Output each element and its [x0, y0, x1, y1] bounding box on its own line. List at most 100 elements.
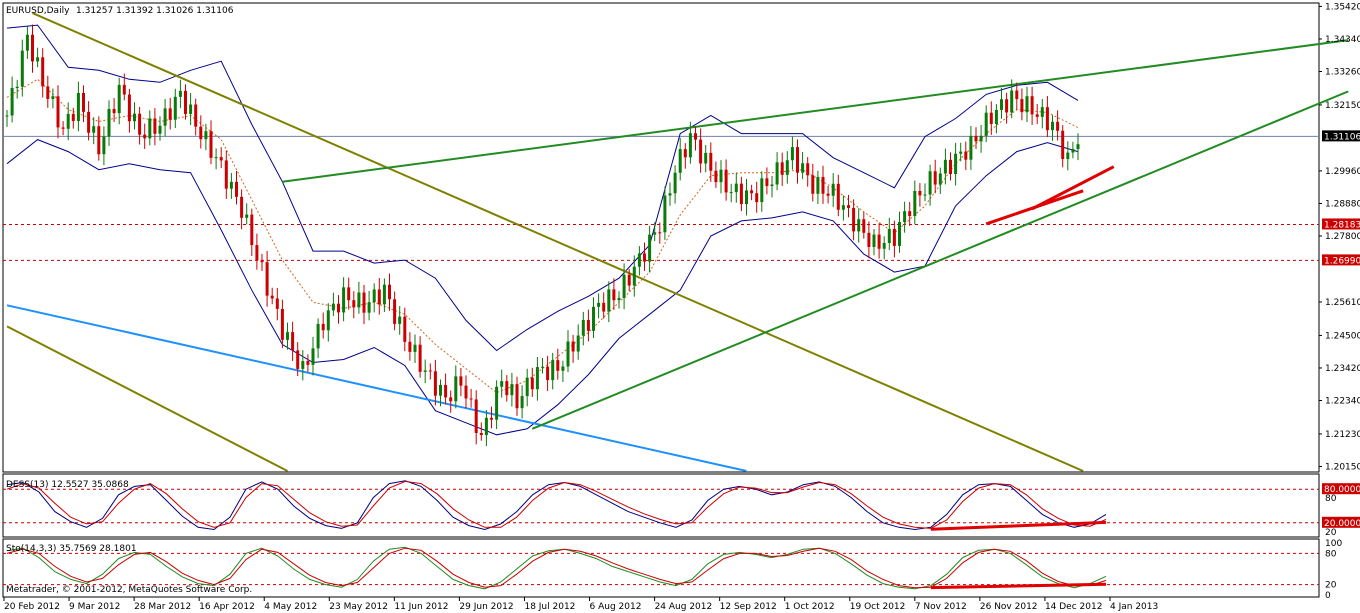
- candle-body: [500, 381, 504, 387]
- candle-body: [801, 163, 805, 173]
- date-tick-label: 29 Jun 2012: [459, 602, 513, 612]
- candle-body: [66, 113, 70, 129]
- candle-body: [92, 126, 96, 133]
- candle-body: [551, 360, 555, 381]
- des-indicator-layer: [3, 480, 1319, 531]
- sto-axis-label: 100: [1325, 539, 1342, 549]
- candle-body: [505, 381, 509, 396]
- candle-body: [224, 160, 228, 189]
- candle-body: [76, 92, 80, 121]
- candle-body: [321, 323, 325, 331]
- candle-body: [887, 228, 891, 244]
- candle-body: [688, 133, 692, 158]
- candle-body: [826, 193, 830, 196]
- candle-body: [729, 192, 733, 194]
- candle-body: [852, 207, 856, 232]
- candle-body: [194, 104, 198, 127]
- candle-body: [260, 260, 264, 263]
- candle-body: [872, 234, 876, 247]
- candle-body: [291, 332, 295, 351]
- candle-body: [668, 193, 672, 196]
- sto-indicator-label: Sto(14,3,3) 35.7569 28.1801: [6, 544, 137, 554]
- candle-body: [724, 169, 728, 193]
- oscillator-divergence-line: [930, 582, 1107, 590]
- date-tick-label: 20 Feb 2012: [4, 602, 60, 612]
- candle-body: [898, 222, 901, 246]
- candle-body: [653, 232, 657, 235]
- oscillator-level-label: 80.0000: [1324, 485, 1360, 495]
- candle-body: [974, 135, 978, 142]
- date-tick-label: 9 Mar 2012: [69, 602, 120, 612]
- bollinger-band-upper: [6, 24, 1079, 352]
- candle-body: [495, 386, 499, 420]
- copyright-label: Metatrader, © 2001-2012, MetaQuotes Soft…: [6, 585, 252, 595]
- price-tick-label: 1.28880: [1325, 199, 1360, 209]
- date-tick-label: 4 Jan 2013: [1110, 602, 1158, 612]
- candle-body: [806, 163, 810, 176]
- candle-body: [444, 384, 448, 398]
- candle-body: [41, 57, 45, 87]
- candle-body: [816, 176, 820, 194]
- candle-body: [648, 234, 652, 262]
- main-price-layer: [3, 12, 1349, 472]
- candle-body: [857, 219, 861, 232]
- candle-body: [811, 175, 815, 194]
- candle-body: [739, 183, 743, 205]
- candle-body: [969, 135, 973, 160]
- candle-body: [760, 178, 764, 203]
- candle-body: [790, 147, 794, 161]
- price-tick-label: 1.32150: [1325, 101, 1360, 111]
- candle-body: [214, 157, 218, 159]
- candle-body: [326, 310, 330, 331]
- candle-body: [612, 289, 616, 301]
- candle-body: [694, 133, 697, 140]
- candle-body: [178, 90, 182, 97]
- candle-body: [255, 245, 259, 261]
- sto-axis-label: 20: [1325, 581, 1337, 591]
- candle-body: [219, 157, 223, 161]
- candle-body: [607, 289, 611, 312]
- candle-body: [117, 84, 121, 114]
- price-level-tag: [1322, 254, 1360, 266]
- candle-body: [331, 303, 335, 311]
- candle-body: [235, 181, 238, 197]
- candle-body: [535, 367, 539, 390]
- candle-body: [25, 34, 29, 51]
- candle-body: [1025, 96, 1029, 113]
- candle-body: [245, 214, 249, 218]
- candle-body: [541, 366, 544, 368]
- trend-line: [6, 304, 747, 472]
- candle-body: [530, 377, 534, 390]
- candle-body: [622, 274, 626, 298]
- candle-body: [372, 289, 376, 303]
- candle-body: [204, 131, 208, 140]
- date-tick-label: 14 Dec 2012: [1045, 602, 1103, 612]
- candle-body: [938, 173, 942, 185]
- candle-body: [250, 214, 254, 246]
- candle-body: [979, 135, 983, 142]
- candle-body: [337, 303, 340, 313]
- candle-body: [138, 113, 142, 135]
- candle-body: [1040, 107, 1044, 117]
- candle-body: [755, 193, 759, 203]
- candle-body: [311, 348, 315, 365]
- candle-body: [683, 149, 687, 158]
- candle-body: [903, 211, 907, 223]
- price-tick-label: 1.34340: [1325, 35, 1360, 45]
- price-tick-label: 1.20150: [1325, 462, 1360, 472]
- date-tick-label: 28 Mar 2012: [134, 602, 191, 612]
- chart-ohlc-label: 1.31257 1.31392 1.31026 1.31106: [76, 6, 234, 16]
- candle-body: [627, 274, 631, 286]
- date-tick-label: 4 May 2012: [264, 602, 317, 612]
- candle-body: [1005, 99, 1009, 113]
- candle-body: [316, 323, 320, 349]
- candle-body: [704, 152, 708, 164]
- candle-body: [1066, 152, 1070, 160]
- candle-body: [46, 86, 50, 99]
- sto-axis-label: 80: [1325, 549, 1337, 559]
- oscillator-level-label: 20.0000: [1324, 519, 1360, 529]
- divergence-line: [1031, 165, 1115, 211]
- candle-body: [352, 300, 356, 308]
- candle-body: [265, 262, 269, 296]
